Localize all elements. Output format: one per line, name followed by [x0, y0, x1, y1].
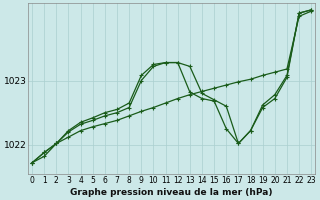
X-axis label: Graphe pression niveau de la mer (hPa): Graphe pression niveau de la mer (hPa)	[70, 188, 273, 197]
